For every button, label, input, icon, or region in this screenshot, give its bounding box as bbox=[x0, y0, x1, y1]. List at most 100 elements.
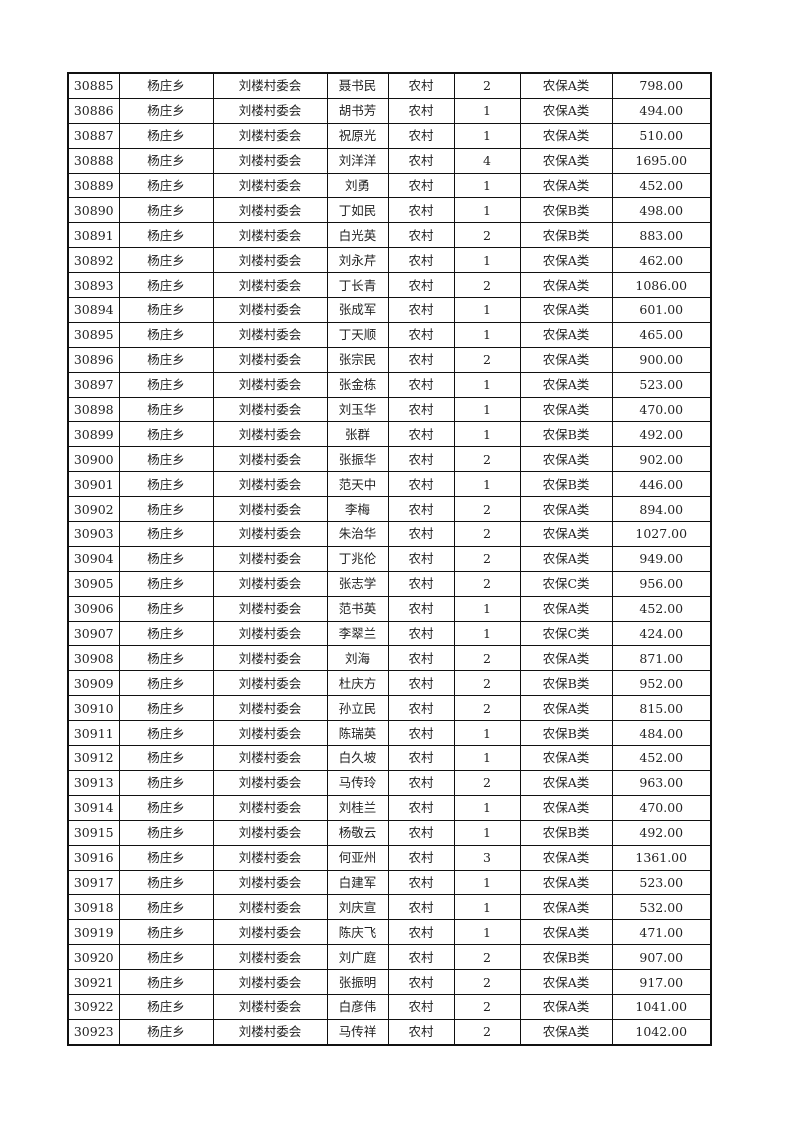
cell-amount: 1695.00 bbox=[611, 147, 712, 174]
cell-committee: 刘楼村委会 bbox=[212, 197, 328, 224]
cell-name: 刘洋洋 bbox=[326, 147, 389, 174]
cell-name: 马传玲 bbox=[326, 769, 389, 796]
cell-amount: 510.00 bbox=[611, 122, 712, 149]
table-row: 30899 杨庄乡 刘楼村委会 张群 农村 1 农保B类 492.00 bbox=[67, 421, 712, 448]
cell-amount: 894.00 bbox=[611, 496, 712, 523]
cell-household-count: 2 bbox=[453, 346, 521, 373]
cell-name: 张宗民 bbox=[326, 346, 389, 373]
cell-town: 杨庄乡 bbox=[118, 670, 214, 697]
cell-town: 杨庄乡 bbox=[118, 122, 214, 149]
cell-household-count: 3 bbox=[453, 844, 521, 871]
cell-amount: 523.00 bbox=[611, 869, 712, 896]
cell-category: 农保B类 bbox=[519, 471, 613, 498]
cell-committee: 刘楼村委会 bbox=[212, 222, 328, 249]
cell-household-count: 2 bbox=[453, 670, 521, 697]
cell-id: 30890 bbox=[67, 197, 120, 224]
cell-amount: 1027.00 bbox=[611, 521, 712, 547]
cell-town: 杨庄乡 bbox=[118, 819, 214, 846]
cell-residence-type: 农村 bbox=[387, 620, 455, 647]
table-row: 30902 杨庄乡 刘楼村委会 李梅 农村 2 农保A类 894.00 bbox=[67, 496, 712, 523]
cell-household-count: 4 bbox=[453, 147, 521, 174]
cell-town: 杨庄乡 bbox=[118, 421, 214, 448]
cell-household-count: 1 bbox=[453, 421, 521, 448]
cell-amount: 902.00 bbox=[611, 446, 712, 473]
cell-committee: 刘楼村委会 bbox=[212, 172, 328, 199]
cell-residence-type: 农村 bbox=[387, 819, 455, 846]
cell-amount: 815.00 bbox=[611, 695, 712, 722]
cell-amount: 1361.00 bbox=[611, 844, 712, 871]
cell-residence-type: 农村 bbox=[387, 97, 455, 124]
cell-category: 农保A类 bbox=[519, 297, 613, 323]
cell-committee: 刘楼村委会 bbox=[212, 371, 328, 398]
cell-town: 杨庄乡 bbox=[118, 446, 214, 473]
cell-household-count: 1 bbox=[453, 720, 521, 747]
cell-amount: 498.00 bbox=[611, 197, 712, 224]
cell-household-count: 2 bbox=[453, 222, 521, 249]
cell-category: 农保A类 bbox=[519, 969, 613, 995]
cell-category: 农保A类 bbox=[519, 122, 613, 149]
cell-residence-type: 农村 bbox=[387, 869, 455, 896]
cell-id: 30920 bbox=[67, 944, 120, 971]
cell-amount: 470.00 bbox=[611, 794, 712, 821]
cell-committee: 刘楼村委会 bbox=[212, 869, 328, 896]
cell-committee: 刘楼村委会 bbox=[212, 471, 328, 498]
cell-name: 丁兆伦 bbox=[326, 545, 389, 572]
cell-committee: 刘楼村委会 bbox=[212, 147, 328, 174]
cell-residence-type: 农村 bbox=[387, 72, 455, 99]
table-row: 30905 杨庄乡 刘楼村委会 张志学 农村 2 农保C类 956.00 bbox=[67, 570, 712, 597]
cell-committee: 刘楼村委会 bbox=[212, 396, 328, 423]
cell-name: 孙立民 bbox=[326, 695, 389, 722]
cell-id: 30901 bbox=[67, 471, 120, 498]
cell-committee: 刘楼村委会 bbox=[212, 247, 328, 274]
cell-id: 30899 bbox=[67, 421, 120, 448]
cell-committee: 刘楼村委会 bbox=[212, 794, 328, 821]
cell-committee: 刘楼村委会 bbox=[212, 1018, 328, 1046]
cell-id: 30914 bbox=[67, 794, 120, 821]
cell-amount: 471.00 bbox=[611, 919, 712, 946]
cell-town: 杨庄乡 bbox=[118, 247, 214, 274]
cell-residence-type: 农村 bbox=[387, 919, 455, 946]
cell-category: 农保A类 bbox=[519, 545, 613, 572]
cell-town: 杨庄乡 bbox=[118, 197, 214, 224]
cell-residence-type: 农村 bbox=[387, 670, 455, 697]
cell-committee: 刘楼村委会 bbox=[212, 720, 328, 747]
cell-name: 白光英 bbox=[326, 222, 389, 249]
cell-residence-type: 农村 bbox=[387, 446, 455, 473]
cell-category: 农保A类 bbox=[519, 645, 613, 672]
table-row: 30887 杨庄乡 刘楼村委会 祝原光 农村 1 农保A类 510.00 bbox=[67, 122, 712, 149]
table-row: 30890 杨庄乡 刘楼村委会 丁如民 农村 1 农保B类 498.00 bbox=[67, 197, 712, 224]
cell-residence-type: 农村 bbox=[387, 545, 455, 572]
cell-household-count: 1 bbox=[453, 794, 521, 821]
cell-household-count: 2 bbox=[453, 944, 521, 971]
cell-id: 30915 bbox=[67, 819, 120, 846]
records-table: 30885 杨庄乡 刘楼村委会 聂书民 农村 2 农保A类 798.00 30886 杨庄乡 刘楼村… bbox=[67, 72, 712, 1046]
cell-town: 杨庄乡 bbox=[118, 720, 214, 747]
cell-category: 农保A类 bbox=[519, 919, 613, 946]
table-row: 30898 杨庄乡 刘楼村委会 刘玉华 农村 1 农保A类 470.00 bbox=[67, 396, 712, 423]
cell-name: 陈瑞英 bbox=[326, 720, 389, 747]
cell-committee: 刘楼村委会 bbox=[212, 919, 328, 946]
cell-residence-type: 农村 bbox=[387, 172, 455, 199]
cell-household-count: 2 bbox=[453, 570, 521, 597]
table-row: 30911 杨庄乡 刘楼村委会 陈瑞英 农村 1 农保B类 484.00 bbox=[67, 720, 712, 747]
cell-residence-type: 农村 bbox=[387, 346, 455, 373]
cell-category: 农保A类 bbox=[519, 1018, 613, 1046]
cell-category: 农保B类 bbox=[519, 819, 613, 846]
cell-category: 农保B类 bbox=[519, 222, 613, 249]
cell-committee: 刘楼村委会 bbox=[212, 670, 328, 697]
cell-amount: 871.00 bbox=[611, 645, 712, 672]
cell-id: 30919 bbox=[67, 919, 120, 946]
cell-name: 李翠兰 bbox=[326, 620, 389, 647]
cell-category: 农保A类 bbox=[519, 869, 613, 896]
cell-household-count: 1 bbox=[453, 471, 521, 498]
table-row: 30914 杨庄乡 刘楼村委会 刘桂兰 农村 1 农保A类 470.00 bbox=[67, 794, 712, 821]
cell-residence-type: 农村 bbox=[387, 396, 455, 423]
cell-amount: 907.00 bbox=[611, 944, 712, 971]
cell-name: 陈庆飞 bbox=[326, 919, 389, 946]
cell-name: 张金栋 bbox=[326, 371, 389, 398]
cell-amount: 452.00 bbox=[611, 172, 712, 199]
table-row: 30908 杨庄乡 刘楼村委会 刘海 农村 2 农保A类 871.00 bbox=[67, 645, 712, 672]
cell-amount: 798.00 bbox=[611, 72, 712, 99]
cell-residence-type: 农村 bbox=[387, 371, 455, 398]
table-row: 30896 杨庄乡 刘楼村委会 张宗民 农村 2 农保A类 900.00 bbox=[67, 346, 712, 373]
